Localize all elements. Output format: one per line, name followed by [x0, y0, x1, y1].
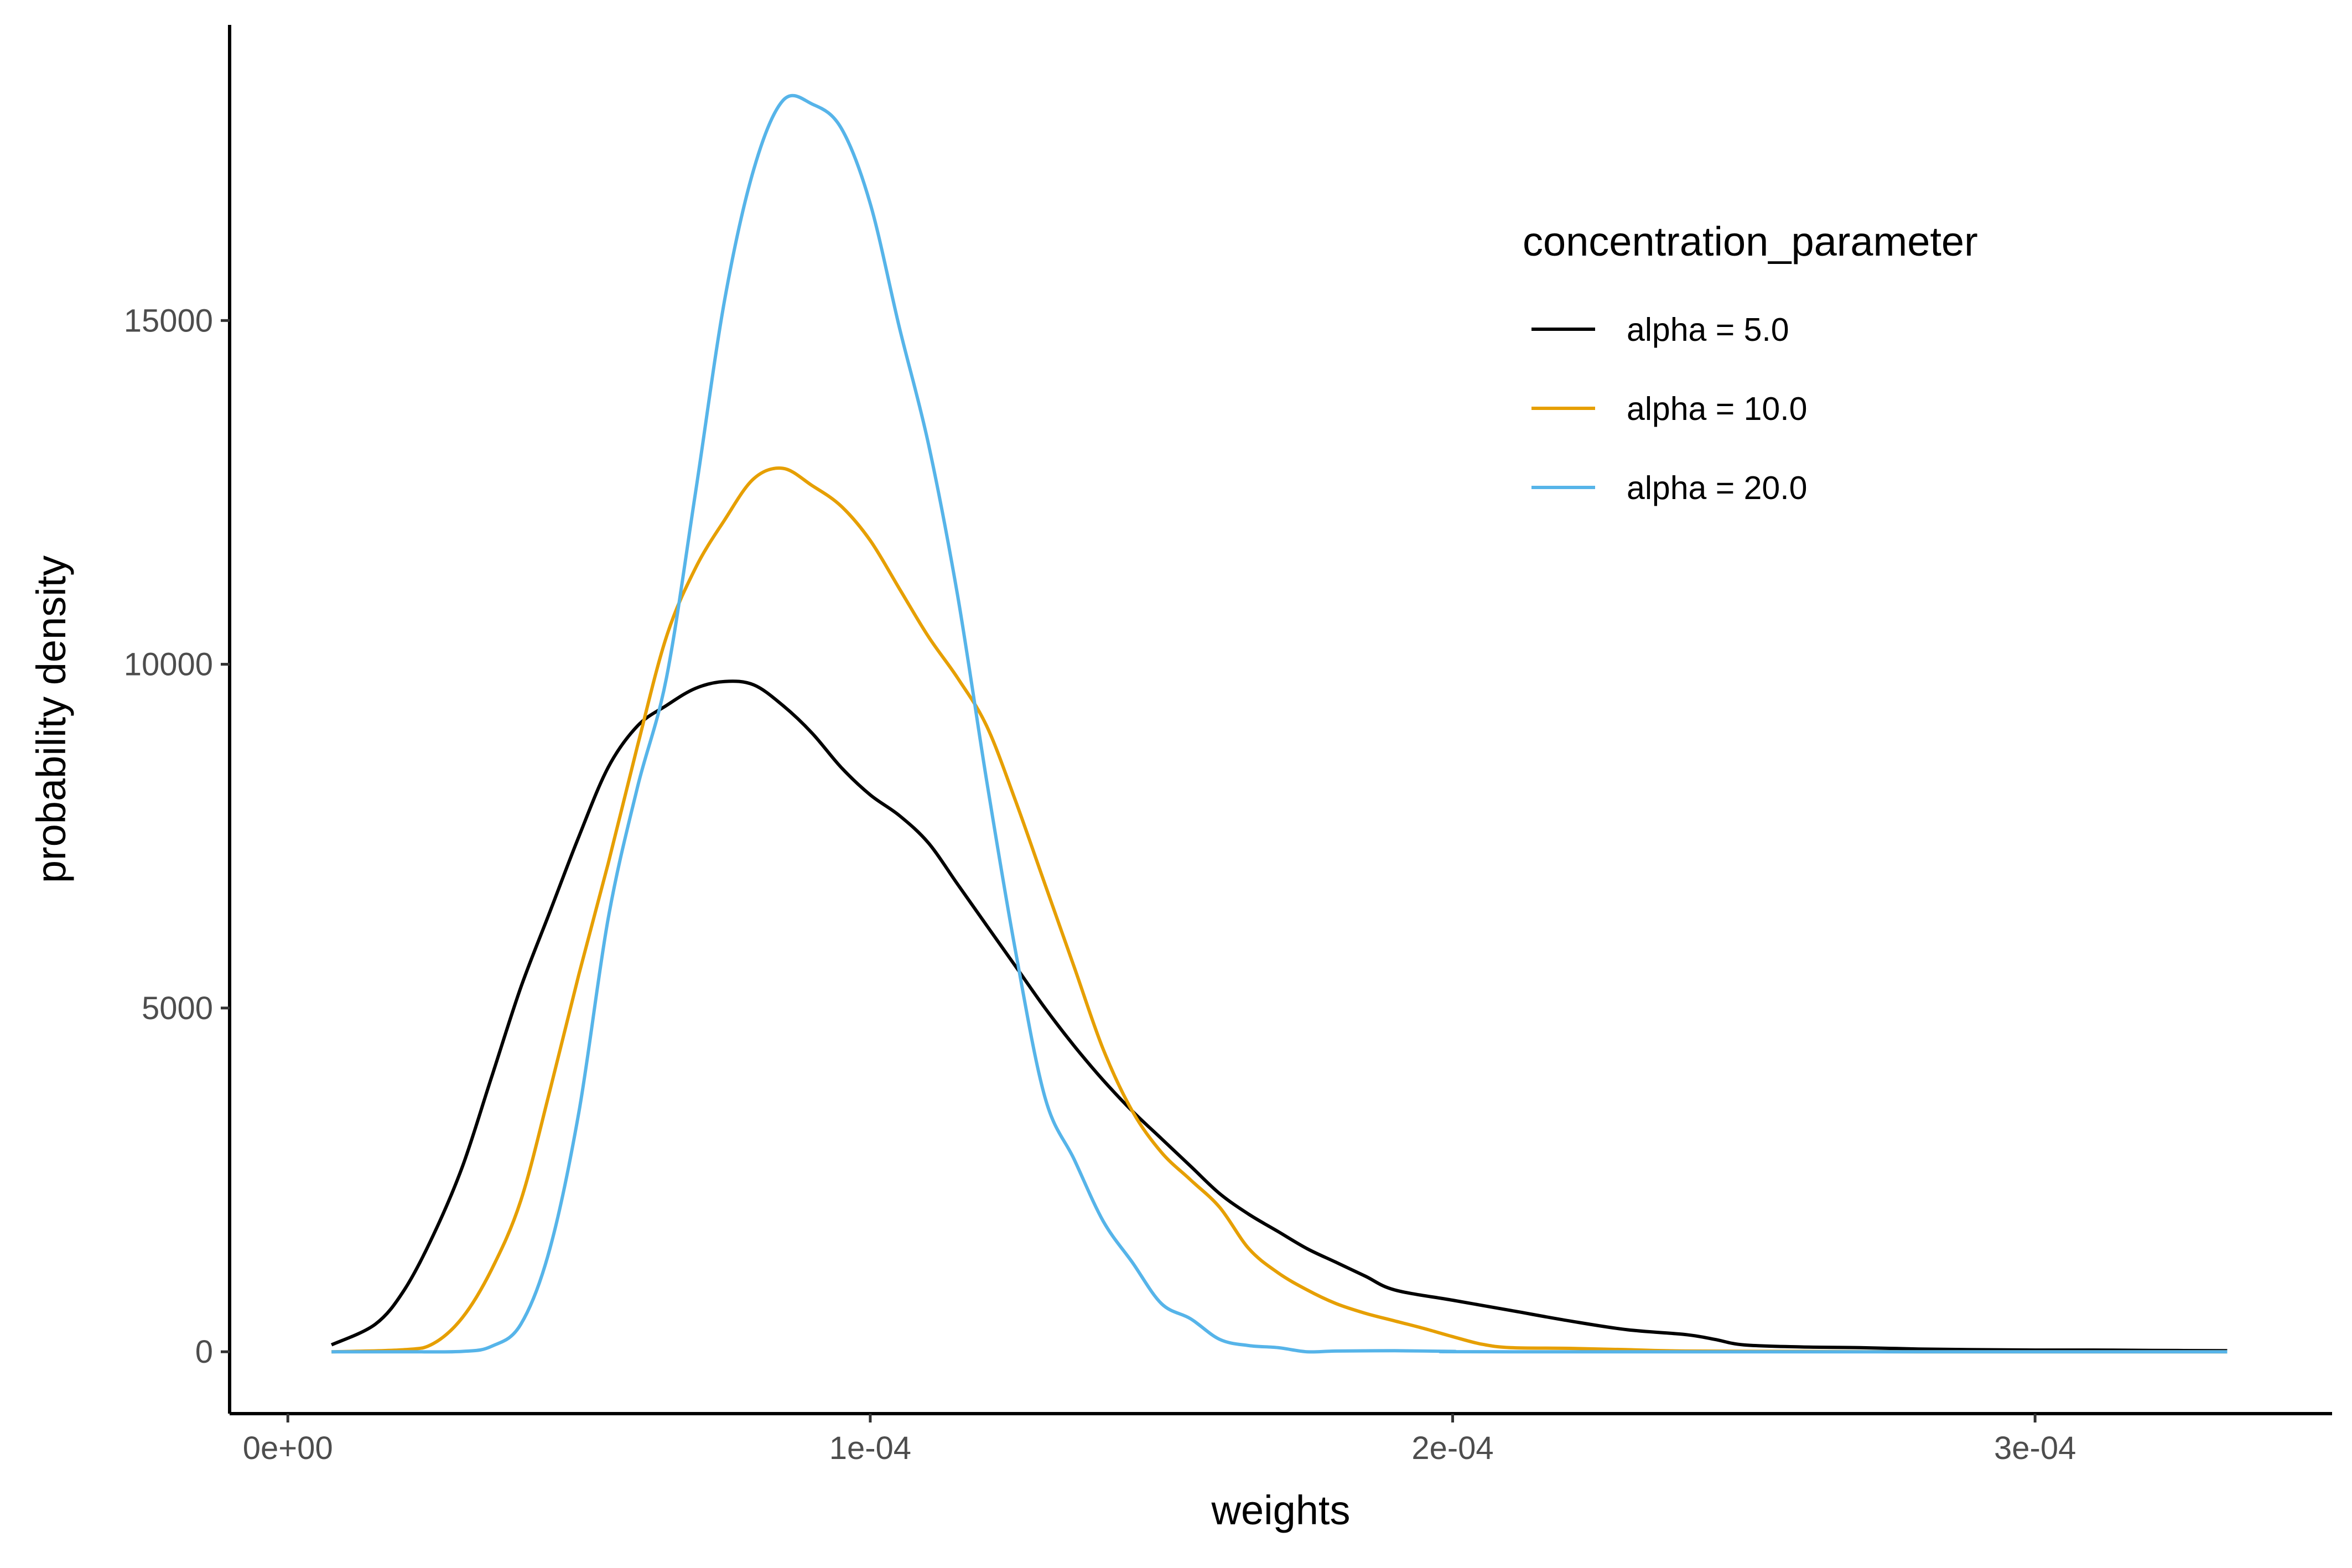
legend-item: alpha = 5.0 [1531, 311, 1789, 348]
x-tick-label: 3e-04 [1994, 1430, 2076, 1466]
x-axis-title: weights [1211, 1487, 1351, 1533]
y-tick-label: 5000 [142, 990, 213, 1026]
series-line-1 [330, 679, 2228, 1353]
legend-item: alpha = 20.0 [1531, 470, 1807, 506]
legend-label: alpha = 20.0 [1627, 470, 1807, 506]
legend: concentration_parameter alpha = 5.0alpha… [1523, 219, 1978, 506]
legend-label: alpha = 5.0 [1627, 311, 1789, 348]
x-tick-label: 1e-04 [829, 1430, 911, 1466]
legend-title: concentration_parameter [1523, 219, 1978, 264]
x-tick-label: 0e+00 [243, 1430, 333, 1466]
legend-items: alpha = 5.0 alpha = 10.0 alpha = 20.0 [1531, 311, 1807, 506]
y-tick-label: 10000 [124, 647, 213, 683]
legend-item: alpha = 10.0 [1531, 391, 1807, 427]
x-tick-label: 2e-04 [1411, 1430, 1493, 1466]
y-axis: 0 5000 10000 15000 [124, 25, 231, 1414]
y-tick-label: 15000 [124, 303, 213, 339]
series-line-3 [331, 94, 2228, 1354]
series-line-2 [331, 466, 2228, 1354]
y-tick-label: 0 [195, 1334, 213, 1370]
y-axis-title: probability density [28, 555, 74, 883]
legend-label: alpha = 10.0 [1627, 391, 1807, 427]
series-layer [330, 94, 2228, 1354]
x-axis: 0e+00 1e-04 2e-04 3e-04 [230, 1412, 2332, 1466]
